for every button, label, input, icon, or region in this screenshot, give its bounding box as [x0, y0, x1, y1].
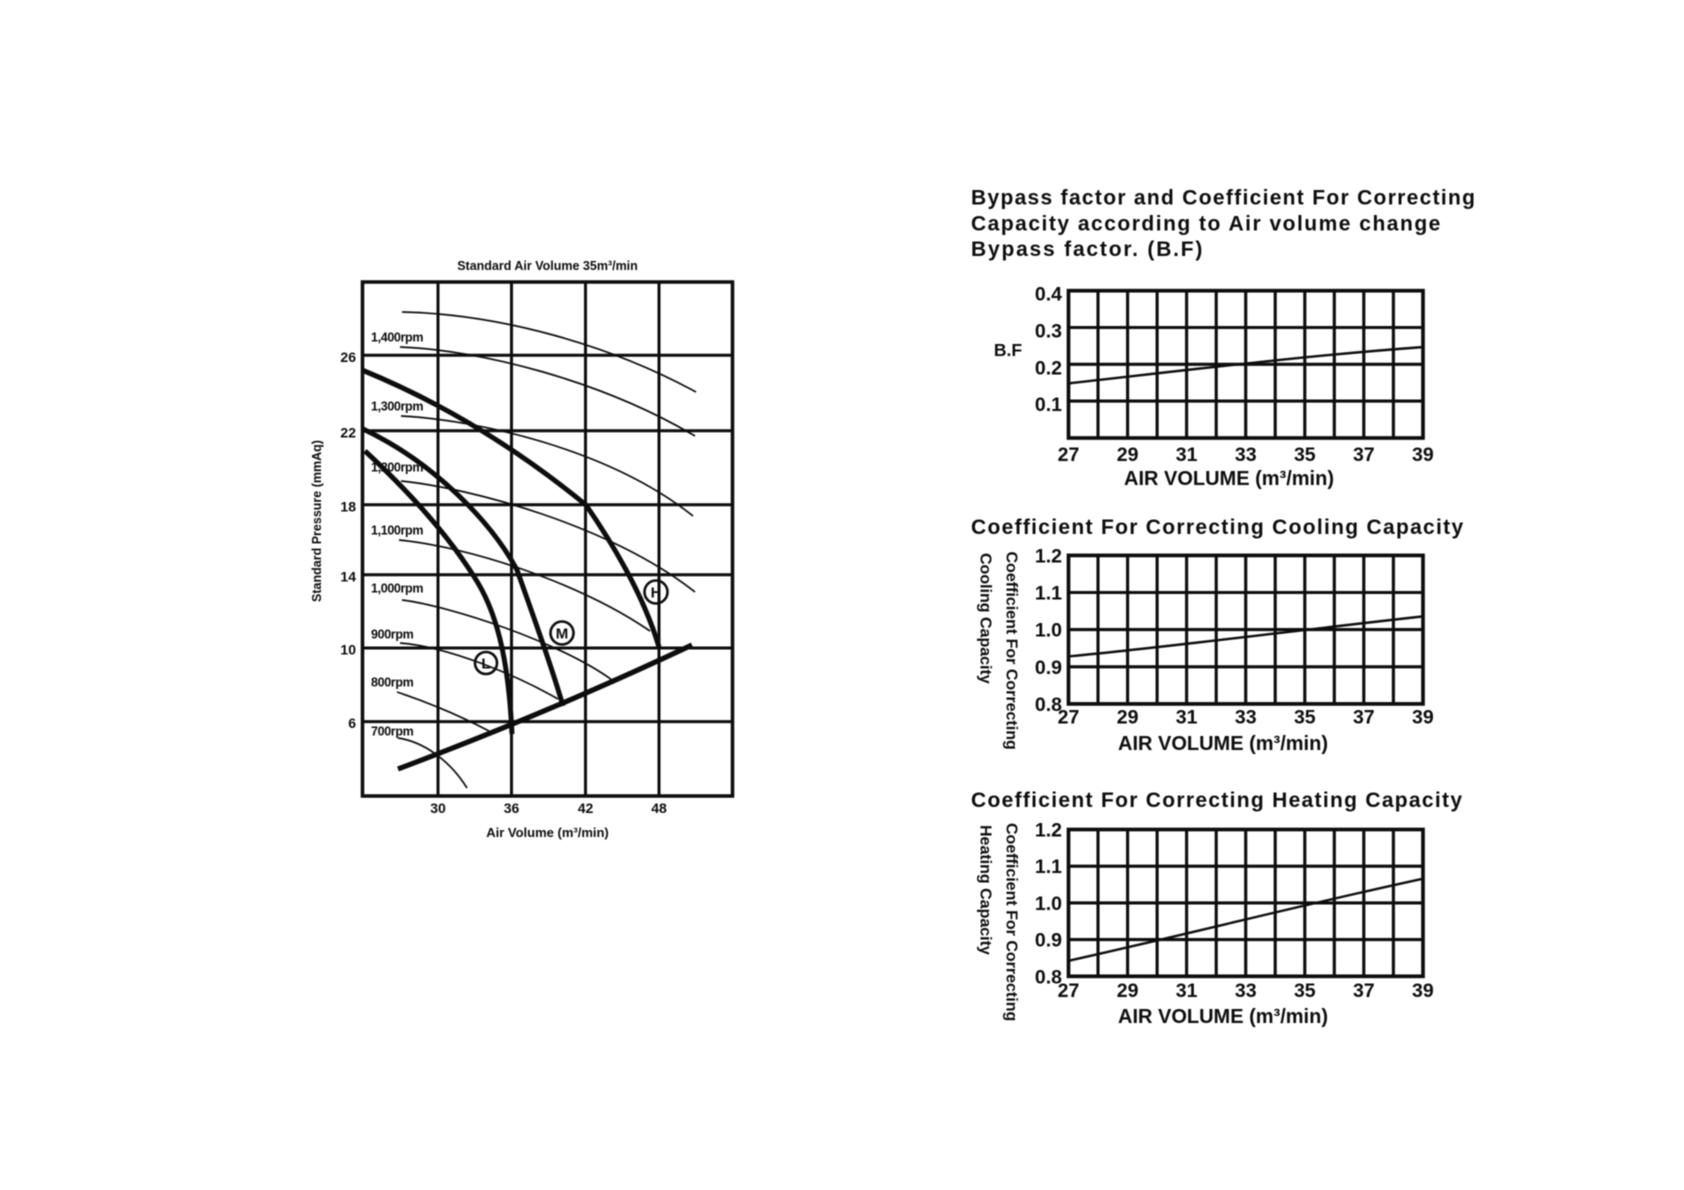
svg-text:18: 18: [340, 498, 356, 514]
svg-text:1.0: 1.0: [1035, 893, 1062, 915]
svg-text:37: 37: [1353, 707, 1375, 729]
svg-text:L: L: [481, 656, 490, 673]
svg-text:H: H: [651, 585, 662, 602]
svg-text:Standard Air Volume 35m³/min: Standard Air Volume 35m³/min: [457, 259, 638, 273]
svg-text:Cooling Capacity: Cooling Capacity: [977, 553, 994, 684]
svg-text:B.F: B.F: [994, 340, 1023, 360]
svg-text:1.2: 1.2: [1035, 820, 1062, 842]
svg-text:37: 37: [1353, 444, 1375, 466]
svg-text:22: 22: [340, 424, 356, 440]
svg-text:27: 27: [1058, 444, 1080, 466]
svg-text:Heating Capacity: Heating Capacity: [977, 825, 994, 955]
svg-text:1,300rpm: 1,300rpm: [371, 400, 423, 414]
svg-text:700rpm: 700rpm: [371, 725, 414, 739]
svg-text:0.8: 0.8: [1035, 694, 1062, 716]
svg-text:1.1: 1.1: [1035, 583, 1062, 605]
svg-text:1,200rpm: 1,200rpm: [371, 461, 423, 475]
svg-text:900rpm: 900rpm: [371, 628, 414, 642]
svg-text:Coefficient For Correcting Hea: Coefficient For Correcting Heating Capac…: [971, 789, 1463, 812]
svg-text:29: 29: [1117, 707, 1139, 729]
svg-text:0.8: 0.8: [1035, 966, 1062, 988]
svg-text:Bypass factor and Coefficient: Bypass factor and Coefficient For Correc…: [971, 187, 1476, 210]
svg-text:0.9: 0.9: [1035, 930, 1062, 952]
svg-text:26: 26: [340, 349, 356, 365]
svg-text:Coefficient For Correcting: Coefficient For Correcting: [1003, 552, 1020, 750]
svg-text:Capacity according to Air volu: Capacity according to Air volume change: [971, 212, 1442, 235]
svg-text:36: 36: [504, 800, 520, 816]
svg-text:1,000rpm: 1,000rpm: [371, 582, 423, 596]
svg-text:33: 33: [1235, 444, 1257, 466]
svg-text:Air Volume (m³/min): Air Volume (m³/min): [486, 825, 609, 840]
svg-text:29: 29: [1117, 980, 1139, 1002]
svg-text:31: 31: [1176, 707, 1198, 729]
svg-text:0.9: 0.9: [1035, 657, 1062, 679]
svg-text:AIR VOLUME (m³/min): AIR VOLUME (m³/min): [1118, 733, 1328, 755]
svg-text:33: 33: [1235, 707, 1257, 729]
svg-text:1,100rpm: 1,100rpm: [371, 524, 423, 538]
svg-text:0.3: 0.3: [1035, 321, 1062, 343]
svg-text:48: 48: [651, 800, 667, 816]
svg-text:M: M: [556, 626, 569, 643]
svg-text:37: 37: [1353, 980, 1375, 1002]
svg-text:27: 27: [1058, 707, 1080, 729]
svg-text:29: 29: [1117, 444, 1139, 466]
svg-text:Coefficient For Correcting: Coefficient For Correcting: [1003, 823, 1020, 1021]
svg-text:800rpm: 800rpm: [371, 676, 414, 690]
svg-text:AIR VOLUME (m³/min): AIR VOLUME (m³/min): [1118, 1006, 1328, 1028]
svg-text:30: 30: [430, 800, 446, 816]
svg-text:31: 31: [1176, 444, 1198, 466]
svg-text:35: 35: [1294, 707, 1316, 729]
svg-text:10: 10: [340, 642, 356, 658]
svg-text:14: 14: [340, 568, 356, 584]
svg-text:1,400rpm: 1,400rpm: [371, 331, 423, 345]
svg-text:31: 31: [1176, 980, 1198, 1002]
svg-text:35: 35: [1294, 980, 1316, 1002]
svg-text:42: 42: [578, 800, 594, 816]
svg-text:0.2: 0.2: [1035, 357, 1062, 379]
svg-text:0.1: 0.1: [1035, 394, 1062, 416]
svg-text:33: 33: [1235, 980, 1257, 1002]
svg-text:Coefficient For Correcting Coo: Coefficient For Correcting Cooling Capac…: [971, 516, 1464, 539]
svg-text:35: 35: [1294, 444, 1316, 466]
svg-text:1.1: 1.1: [1035, 856, 1062, 878]
svg-text:Bypass factor. (B.F): Bypass factor. (B.F): [971, 238, 1204, 261]
svg-text:27: 27: [1058, 980, 1080, 1002]
svg-text:1.2: 1.2: [1035, 545, 1062, 567]
svg-text:Standard Pressure (mmAq): Standard Pressure (mmAq): [310, 440, 324, 602]
svg-text:0.4: 0.4: [1035, 284, 1062, 306]
svg-text:AIR VOLUME (m³/min): AIR VOLUME (m³/min): [1124, 468, 1334, 490]
svg-text:6: 6: [348, 715, 356, 731]
svg-text:39: 39: [1412, 980, 1434, 1002]
svg-text:1.0: 1.0: [1035, 620, 1062, 642]
svg-text:39: 39: [1412, 444, 1434, 466]
svg-text:39: 39: [1412, 707, 1434, 729]
